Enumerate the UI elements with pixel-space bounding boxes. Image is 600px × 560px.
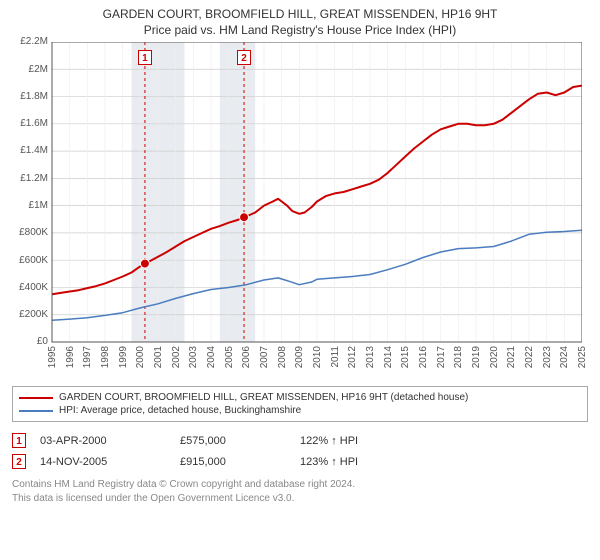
y-tick-label: £1.2M bbox=[12, 173, 48, 184]
y-tick-label: £0 bbox=[12, 336, 48, 347]
x-tick-label: 2011 bbox=[330, 346, 341, 368]
x-tick-label: 2017 bbox=[436, 346, 447, 368]
footer-line-1: Contains HM Land Registry data © Crown c… bbox=[12, 478, 588, 492]
x-tick-label: 2009 bbox=[294, 346, 305, 368]
sale-price: £915,000 bbox=[180, 456, 300, 468]
x-tick-label: 2013 bbox=[365, 346, 376, 368]
y-tick-label: £2.2M bbox=[12, 36, 48, 47]
x-tick-label: 2008 bbox=[277, 346, 288, 368]
x-tick-label: 2016 bbox=[418, 346, 429, 368]
x-tick-label: 2007 bbox=[259, 346, 270, 368]
legend-swatch bbox=[19, 397, 53, 399]
x-tick-label: 2010 bbox=[312, 346, 323, 368]
x-tick-label: 1998 bbox=[100, 346, 111, 368]
x-tick-label: 1997 bbox=[82, 346, 93, 368]
x-tick-label: 2000 bbox=[135, 346, 146, 368]
chart-container: GARDEN COURT, BROOMFIELD HILL, GREAT MIS… bbox=[0, 0, 600, 513]
title-line-1: GARDEN COURT, BROOMFIELD HILL, GREAT MIS… bbox=[12, 6, 588, 22]
sale-price: £575,000 bbox=[180, 435, 300, 447]
sale-marker-2: 2 bbox=[237, 50, 251, 65]
footer-line-2: This data is licensed under the Open Gov… bbox=[12, 492, 588, 506]
x-tick-label: 2023 bbox=[542, 346, 553, 368]
y-tick-label: £200K bbox=[12, 309, 48, 320]
legend-item: GARDEN COURT, BROOMFIELD HILL, GREAT MIS… bbox=[19, 391, 581, 404]
x-tick-label: 2014 bbox=[383, 346, 394, 368]
x-tick-label: 2002 bbox=[171, 346, 182, 368]
x-tick-label: 2025 bbox=[577, 346, 588, 368]
sales-table: 1 03-APR-2000£575,000122% ↑ HPI 2 14-NOV-20… bbox=[12, 430, 588, 472]
y-tick-label: £400K bbox=[12, 282, 48, 293]
sale-date: 03-APR-2000 bbox=[40, 435, 180, 447]
y-tick-label: £1.6M bbox=[12, 118, 48, 129]
x-tick-label: 2018 bbox=[453, 346, 464, 368]
chart-svg bbox=[12, 42, 582, 343]
x-tick-label: 2019 bbox=[471, 346, 482, 368]
legend: GARDEN COURT, BROOMFIELD HILL, GREAT MIS… bbox=[12, 386, 588, 422]
x-tick-label: 2015 bbox=[400, 346, 411, 368]
x-tick-label: 1999 bbox=[118, 346, 129, 368]
y-tick-label: £1.8M bbox=[12, 91, 48, 102]
x-tick-label: 1996 bbox=[65, 346, 76, 368]
footer: Contains HM Land Registry data © Crown c… bbox=[12, 478, 588, 505]
y-tick-label: £1.4M bbox=[12, 145, 48, 156]
x-tick-label: 2021 bbox=[506, 346, 517, 368]
sale-number-box: 1 bbox=[12, 433, 26, 448]
y-tick-label: £600K bbox=[12, 255, 48, 266]
x-tick-label: 2003 bbox=[188, 346, 199, 368]
x-tick-label: 2005 bbox=[224, 346, 235, 368]
title-block: GARDEN COURT, BROOMFIELD HILL, GREAT MIS… bbox=[12, 6, 588, 38]
y-tick-label: £1M bbox=[12, 200, 48, 211]
legend-swatch bbox=[19, 410, 53, 412]
sale-row: 2 14-NOV-2005£915,000123% ↑ HPI bbox=[12, 451, 588, 472]
x-tick-label: 2012 bbox=[347, 346, 358, 368]
sale-date: 14-NOV-2005 bbox=[40, 456, 180, 468]
legend-label: GARDEN COURT, BROOMFIELD HILL, GREAT MIS… bbox=[59, 392, 468, 403]
x-tick-label: 2024 bbox=[559, 346, 570, 368]
sale-row: 1 03-APR-2000£575,000122% ↑ HPI bbox=[12, 430, 588, 451]
x-tick-label: 2022 bbox=[524, 346, 535, 368]
legend-item: HPI: Average price, detached house, Buck… bbox=[19, 404, 581, 417]
y-tick-label: £2M bbox=[12, 64, 48, 75]
sale-number-box: 2 bbox=[12, 454, 26, 469]
x-tick-label: 2004 bbox=[206, 346, 217, 368]
title-line-2: Price paid vs. HM Land Registry's House … bbox=[12, 22, 588, 38]
chart-area: £0 £200K £400K £600K £800K £1M £1.2M £1.4M £1.6M… bbox=[12, 42, 582, 382]
x-tick-label: 2001 bbox=[153, 346, 164, 368]
y-tick-label: £800K bbox=[12, 227, 48, 238]
sale-marker-1: 1 bbox=[138, 50, 152, 65]
legend-label: HPI: Average price, detached house, Buck… bbox=[59, 405, 301, 416]
x-tick-label: 1995 bbox=[47, 346, 58, 368]
sale-hpi: 122% ↑ HPI bbox=[300, 435, 588, 447]
x-tick-label: 2020 bbox=[489, 346, 500, 368]
sale-hpi: 123% ↑ HPI bbox=[300, 456, 588, 468]
x-tick-label: 2006 bbox=[241, 346, 252, 368]
